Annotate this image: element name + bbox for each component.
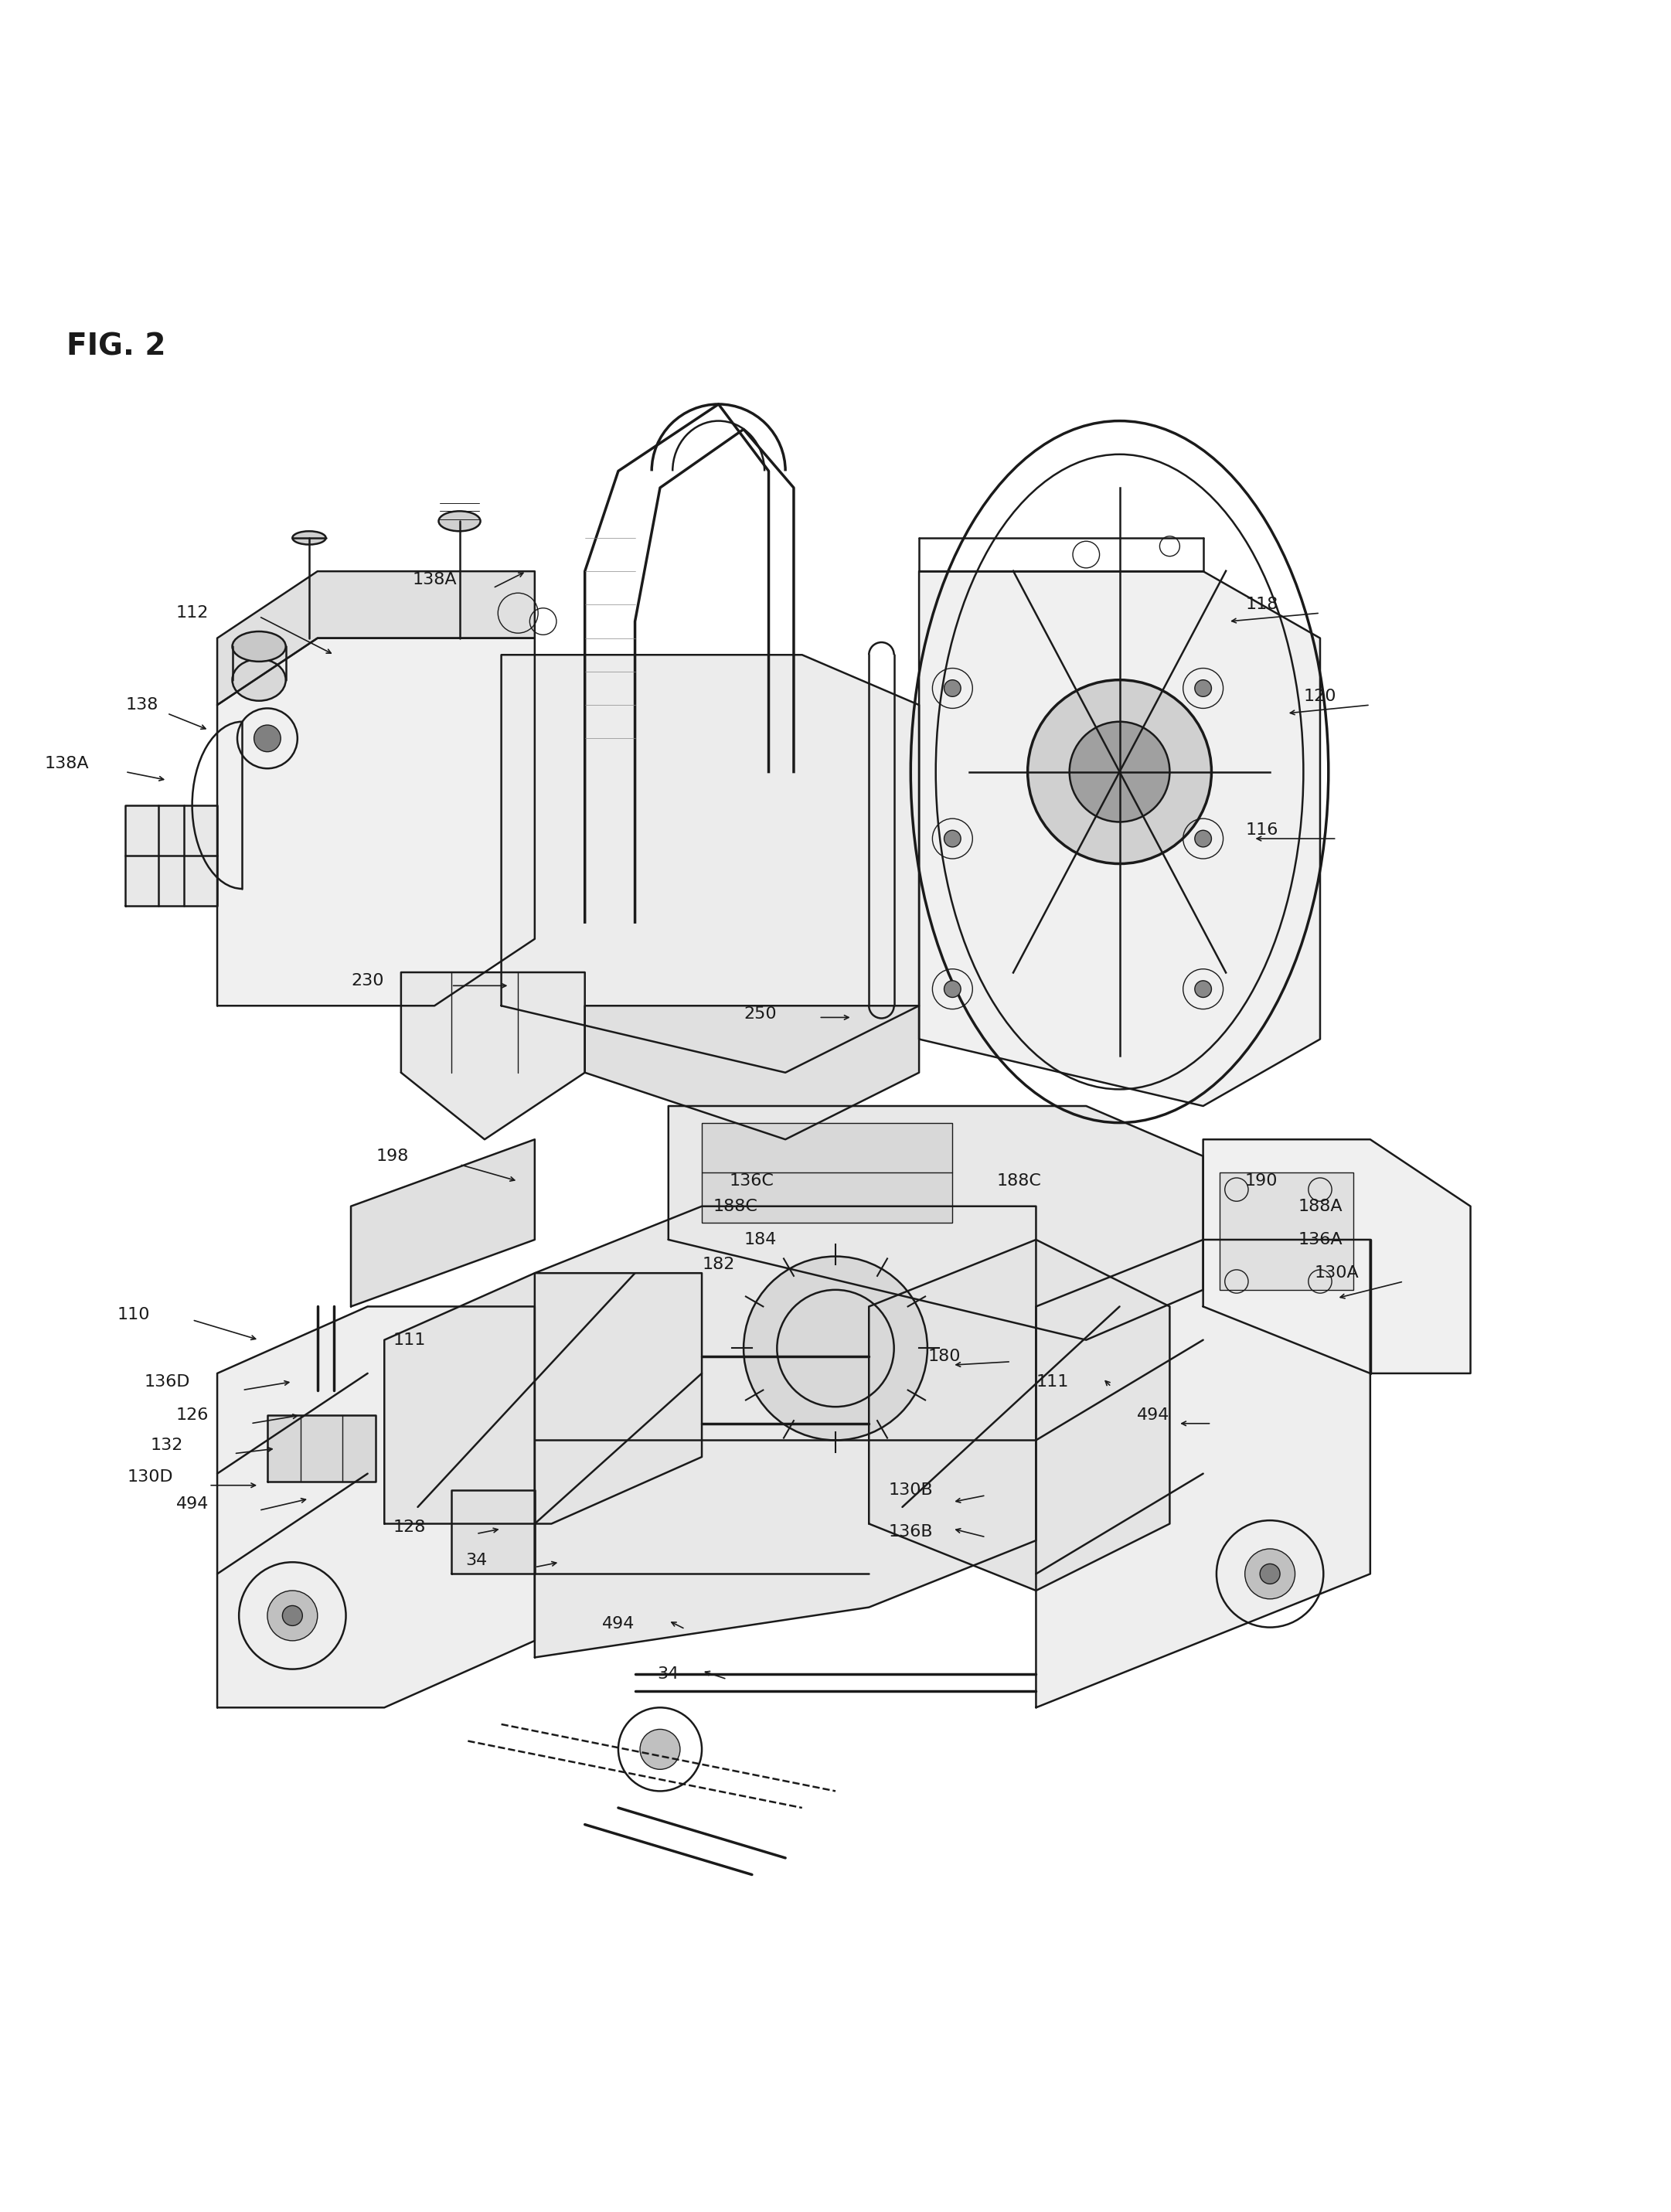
- Text: 188C: 188C: [714, 1199, 757, 1214]
- Circle shape: [254, 726, 281, 752]
- Text: 111: 111: [1036, 1374, 1069, 1389]
- Polygon shape: [451, 1491, 535, 1575]
- Polygon shape: [217, 1307, 535, 1708]
- Text: 111: 111: [393, 1332, 426, 1347]
- Circle shape: [267, 1590, 317, 1641]
- Circle shape: [944, 830, 961, 847]
- Text: 126: 126: [175, 1407, 209, 1422]
- Text: 128: 128: [393, 1520, 426, 1535]
- Circle shape: [744, 1256, 927, 1440]
- Polygon shape: [384, 1274, 702, 1524]
- Ellipse shape: [232, 659, 286, 701]
- Circle shape: [1069, 721, 1170, 823]
- Text: 118: 118: [1245, 597, 1278, 613]
- Text: 130D: 130D: [127, 1469, 174, 1484]
- Ellipse shape: [439, 511, 481, 531]
- Text: 494: 494: [175, 1495, 209, 1511]
- Text: 34: 34: [465, 1553, 488, 1568]
- Polygon shape: [1203, 1139, 1470, 1374]
- Polygon shape: [919, 571, 1320, 1106]
- Text: 136D: 136D: [144, 1374, 190, 1389]
- Text: 116: 116: [1245, 823, 1278, 838]
- Text: 494: 494: [602, 1617, 635, 1632]
- Circle shape: [1195, 830, 1211, 847]
- Polygon shape: [401, 973, 585, 1139]
- Text: 34: 34: [657, 1666, 680, 1681]
- Polygon shape: [1036, 1239, 1370, 1708]
- Text: 188C: 188C: [998, 1172, 1041, 1188]
- Text: 494: 494: [1136, 1407, 1170, 1422]
- Text: 110: 110: [117, 1307, 150, 1323]
- Text: 182: 182: [702, 1256, 735, 1272]
- Bar: [702, 1124, 952, 1223]
- Circle shape: [282, 1606, 302, 1626]
- Polygon shape: [585, 1006, 919, 1139]
- Circle shape: [1260, 1564, 1280, 1584]
- Bar: [1220, 1172, 1354, 1290]
- Polygon shape: [125, 805, 217, 905]
- Text: 230: 230: [351, 973, 384, 989]
- Circle shape: [1028, 679, 1211, 863]
- Text: 138A: 138A: [413, 573, 456, 588]
- Circle shape: [1245, 1548, 1295, 1599]
- Text: 136C: 136C: [730, 1172, 774, 1188]
- Text: 130A: 130A: [1315, 1265, 1359, 1281]
- Polygon shape: [267, 1416, 376, 1482]
- Polygon shape: [535, 1206, 1036, 1657]
- Text: 138: 138: [125, 697, 159, 712]
- Circle shape: [1195, 679, 1211, 697]
- Polygon shape: [217, 637, 535, 1006]
- Polygon shape: [351, 1139, 535, 1307]
- Polygon shape: [869, 1239, 1170, 1590]
- Polygon shape: [501, 655, 919, 1073]
- Circle shape: [640, 1730, 680, 1770]
- Polygon shape: [668, 1106, 1203, 1340]
- Text: 132: 132: [150, 1438, 184, 1453]
- Text: 130B: 130B: [889, 1482, 932, 1498]
- Text: 120: 120: [1303, 688, 1337, 703]
- Text: 184: 184: [744, 1232, 777, 1248]
- Circle shape: [1195, 980, 1211, 998]
- Text: 188A: 188A: [1298, 1199, 1342, 1214]
- Text: 136B: 136B: [889, 1524, 932, 1540]
- Ellipse shape: [232, 630, 286, 661]
- Text: 198: 198: [376, 1148, 409, 1164]
- Text: 190: 190: [1245, 1172, 1278, 1188]
- Polygon shape: [217, 571, 535, 706]
- Text: 180: 180: [927, 1349, 961, 1365]
- Text: FIG. 2: FIG. 2: [67, 332, 165, 363]
- Text: 136A: 136A: [1298, 1232, 1342, 1248]
- Text: 250: 250: [744, 1006, 777, 1022]
- Text: 138A: 138A: [45, 757, 89, 772]
- Text: 112: 112: [175, 606, 209, 622]
- Circle shape: [944, 980, 961, 998]
- Ellipse shape: [292, 531, 326, 544]
- Circle shape: [944, 679, 961, 697]
